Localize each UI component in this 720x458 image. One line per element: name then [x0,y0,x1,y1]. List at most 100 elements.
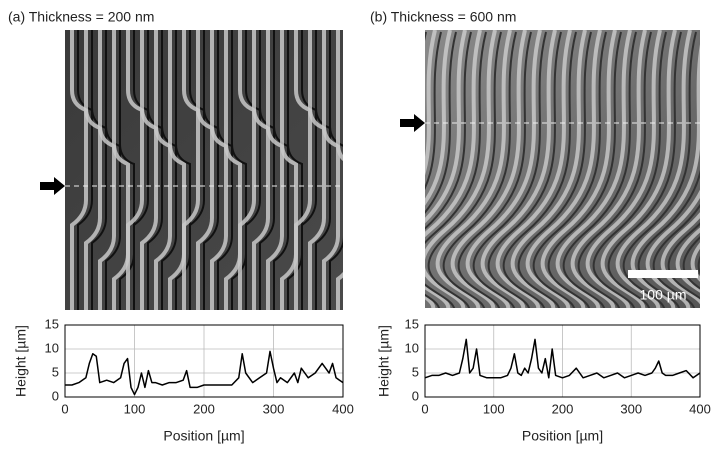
stripe [630,44,700,308]
stripe [457,31,532,308]
stripe [224,30,242,310]
x-tick-label: 400 [332,401,354,416]
stripe [336,30,343,310]
stripe [175,30,191,310]
y-tick-label: 5 [52,364,59,379]
stripe [182,30,200,310]
profile-curve [424,338,701,379]
stripe [133,30,149,310]
stripe [425,30,467,308]
stripe [140,30,158,310]
stripe [517,31,592,308]
stripe [98,30,116,310]
stripe [615,30,692,308]
x-tick-label: 100 [124,401,146,416]
y-tick-label: 0 [52,388,59,403]
stripe [322,30,340,310]
x-axis-label: Position [µm] [163,428,244,444]
stripe [607,31,682,308]
stripe [714,32,720,322]
y-tick-label: 15 [45,316,59,331]
y-tick-label: 10 [45,340,59,355]
stripe [425,31,427,42]
stripe [425,30,482,308]
stripe [645,189,700,308]
stripe [495,30,572,308]
stripe [442,31,517,308]
stripe [210,30,228,310]
stripe [294,30,312,310]
panel-title: (b) Thickness = 600 nm [370,9,516,25]
stripe [231,30,247,310]
stripe [425,31,472,308]
stripe [465,30,542,308]
x-tick-label: 0 [421,401,428,416]
stripe [502,31,577,308]
stripe-texture [348,30,720,322]
stripe [577,31,652,308]
stripe [637,168,700,308]
arrow [40,177,65,195]
stripe [435,30,512,308]
stripe [266,30,284,310]
stripe [70,30,88,310]
x-tick-label: 200 [552,401,574,416]
stripe [600,30,677,308]
stripe [112,30,130,310]
scale-bar [628,270,698,278]
stripe [259,30,275,310]
stripe [308,30,326,310]
stripe [348,30,420,320]
x-tick-label: 100 [483,401,505,416]
stripe [425,30,452,206]
stripe [329,30,343,310]
arrow [400,114,425,132]
x-tick-label: 0 [61,401,68,416]
y-tick-label: 5 [412,364,419,379]
stripe [697,255,700,275]
stripe [105,30,121,310]
stripe [540,30,617,308]
stripe [77,30,93,310]
stripe [425,31,487,308]
stripe [622,31,697,308]
stripe [161,30,177,310]
stripe [425,30,437,176]
stripe [660,211,700,305]
y-tick-label: 0 [412,388,419,403]
stripe [119,30,135,310]
stripe [592,31,667,308]
stripe [708,30,720,320]
x-tick-label: 300 [263,401,285,416]
stripe [344,30,358,310]
stripe [196,30,214,310]
stripe-texture [70,30,358,310]
stripe [427,31,502,308]
stripe [425,30,497,308]
stripe [301,30,317,310]
stripe [245,30,261,310]
panel-title: (a) Thickness = 200 nm [8,9,154,25]
stripe [510,30,587,308]
stripe [280,30,298,310]
y-axis-label: Height [µm] [376,325,392,397]
stripe [425,31,442,191]
plot-frame [424,324,701,398]
y-axis-label: Height [µm] [13,325,29,397]
stripe [126,30,144,310]
stripe [147,30,163,310]
stripe [532,31,607,308]
stripe [273,30,289,310]
profile-curve [65,350,344,396]
stripe [252,30,270,310]
stripe [425,31,457,308]
stripe [450,30,527,308]
stripe [555,30,632,308]
stripe [154,30,172,310]
stripe [652,203,700,308]
stripe [238,30,256,310]
stripe [217,30,233,310]
x-tick-label: 400 [689,401,711,416]
stripe [487,31,562,308]
scale-bar-label: 100 µm [640,287,687,303]
